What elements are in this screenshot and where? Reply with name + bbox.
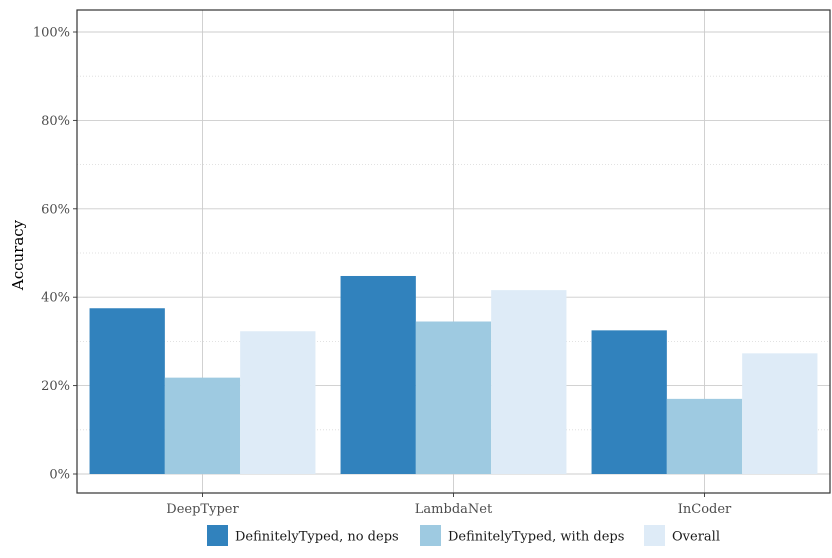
- y-tick-label: 80%: [41, 114, 70, 129]
- bar: [591, 330, 667, 474]
- y-tick-label: 100%: [33, 26, 70, 41]
- y-tick-label: 40%: [41, 291, 70, 306]
- legend-swatch: [644, 525, 665, 546]
- bar: [666, 398, 743, 474]
- legend-swatch: [207, 525, 228, 546]
- bar: [89, 308, 165, 474]
- y-tick-label: 60%: [41, 202, 70, 217]
- legend-label: DefinitelyTyped, no deps: [235, 530, 399, 545]
- y-tick-label: 0%: [49, 468, 70, 483]
- bar: [340, 275, 416, 474]
- bar: [742, 353, 818, 474]
- y-axis-ticks: 0% 20% 40% 60% 80% 100%: [33, 26, 77, 483]
- legend-label: DefinitelyTyped, with deps: [448, 530, 624, 545]
- bar: [164, 377, 241, 474]
- y-axis-title: Accuracy: [9, 219, 27, 291]
- bar: [415, 321, 492, 474]
- legend-label: Overall: [672, 530, 720, 545]
- legend-swatch: [420, 525, 441, 546]
- bar: [240, 331, 316, 474]
- x-axis-ticks: DeepTyper LambdaNet InCoder: [166, 493, 732, 517]
- x-tick-label: InCoder: [678, 502, 732, 517]
- x-tick-label: LambdaNet: [415, 502, 493, 517]
- y-tick-label: 20%: [41, 379, 70, 394]
- bar: [491, 290, 567, 474]
- bars: [89, 275, 818, 474]
- x-tick-label: DeepTyper: [166, 502, 239, 517]
- legend: DefinitelyTyped, no deps DefinitelyTyped,…: [207, 525, 720, 546]
